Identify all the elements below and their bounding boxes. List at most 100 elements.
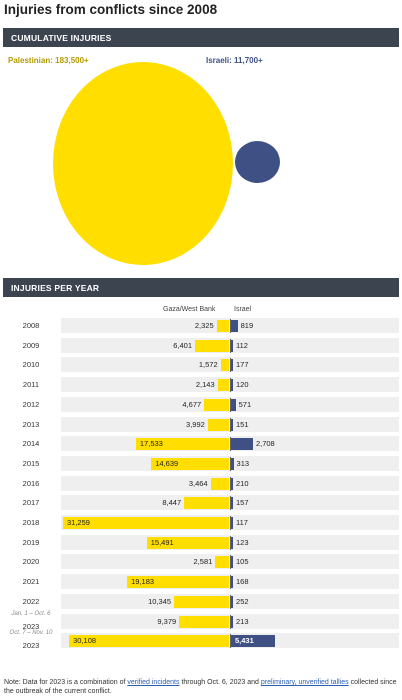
israel-value-label: 123	[236, 537, 249, 547]
axis-divider	[230, 555, 231, 570]
gaza-value-label: 2,143	[195, 380, 215, 390]
axis-divider	[230, 417, 231, 432]
axis-divider	[230, 614, 231, 629]
israel-value-label: 112	[236, 340, 248, 350]
year-label: 2018	[22, 518, 40, 527]
injuries-per-year-header: INJURIES PER YEAR	[3, 278, 399, 297]
page-title: Injuries from conflicts since 2008	[4, 2, 218, 17]
israel-bar	[231, 635, 275, 648]
gaza-bar	[217, 379, 229, 392]
gaza-value-label: 8,447	[162, 498, 182, 508]
israel-bar	[231, 457, 234, 470]
table-row: 2021 19,183 168	[3, 572, 399, 592]
year-label: 2020	[22, 557, 40, 567]
table-row: Oct. 7 – Nov. 10 2023 30,108 5,431	[3, 630, 399, 651]
israel-bar	[231, 497, 233, 510]
israeli-cumulative-circle	[235, 141, 280, 183]
gaza-value-label: 3,464	[188, 478, 208, 488]
israel-bar	[231, 477, 233, 490]
palestinian-cumulative-circle	[53, 62, 233, 265]
axis-divider	[230, 496, 231, 511]
table-row: 2008 2,325 819	[3, 316, 399, 336]
gaza-bar	[127, 576, 229, 589]
israel-value-label: 2,708	[255, 439, 275, 449]
israel-bar	[231, 379, 233, 392]
cumulative-injuries-header: CUMULATIVE INJURIES	[3, 28, 399, 47]
year-label: 2021	[22, 577, 40, 587]
table-row: 2012 4,677 571	[3, 395, 399, 415]
israel-bar	[231, 595, 234, 608]
year-label: 2023	[22, 621, 40, 631]
axis-divider	[230, 634, 231, 649]
year-label: 2015	[22, 458, 40, 468]
gaza-bar	[220, 359, 229, 372]
israel-bar	[231, 359, 233, 372]
year-label: 2017	[22, 498, 40, 508]
year-label: 2011	[22, 380, 40, 390]
gaza-column-header: Gaza/West Bank	[163, 306, 216, 313]
gaza-value-label: 14,639	[155, 458, 179, 468]
year-label: 2016	[22, 478, 40, 488]
israel-bar	[231, 536, 233, 549]
footnote: Note: Data for 2023 is a combination of …	[4, 678, 398, 696]
gaza-value-label: 30,108	[73, 636, 97, 646]
israel-value-label: 151	[236, 419, 249, 429]
gaza-bar	[179, 615, 229, 628]
gaza-value-label: 2,581	[193, 557, 213, 567]
note-middle: through Oct. 6, 2023 and	[179, 679, 261, 686]
axis-divider	[230, 378, 231, 393]
gaza-value-label: 6,401	[173, 340, 193, 350]
table-row: 2020 2,581 105	[3, 552, 399, 572]
israeli-cumulative-label: Israeli: 11,700+	[206, 56, 263, 65]
israel-bar	[231, 320, 238, 332]
israel-bar	[231, 438, 253, 451]
gaza-value-label: 17,533	[139, 439, 163, 449]
gaza-bar	[174, 595, 229, 608]
verified-incidents-link[interactable]: verified incidents	[127, 679, 180, 686]
israel-bar	[231, 517, 233, 529]
year-range-label: Oct. 7 – Nov. 10	[9, 630, 53, 637]
note-prefix: Note: Data for 2023 is a combination of	[4, 679, 128, 686]
israel-value-label: 5,431	[235, 636, 254, 646]
gaza-value-label: 3,992	[186, 419, 205, 429]
israel-value-label: 177	[236, 360, 249, 370]
gaza-bar	[216, 320, 229, 332]
axis-divider	[230, 535, 231, 550]
gaza-value-label: 15,491	[150, 537, 174, 547]
axis-divider	[230, 358, 231, 373]
gaza-bar	[195, 339, 229, 352]
table-row: 2013 3,992 151	[3, 415, 399, 435]
axis-divider	[230, 319, 231, 333]
israel-value-label: 210	[236, 478, 249, 488]
year-range-label: Jan. 1 – Oct. 6	[11, 610, 51, 617]
table-row: 2010 1,572 177	[3, 355, 399, 375]
axis-divider	[230, 437, 231, 452]
gaza-bar	[215, 556, 229, 569]
gaza-value-label: 2,325	[194, 321, 214, 330]
israel-bar	[231, 339, 233, 352]
gaza-bar	[146, 536, 229, 549]
year-label: 2013	[22, 419, 40, 429]
table-row: 2015 14,639 313	[3, 454, 399, 474]
axis-divider	[230, 338, 231, 353]
table-row: 2019 15,491 123	[3, 533, 399, 553]
table-row: 2022 10,345 252	[3, 592, 399, 612]
gaza-value-label: 19,183	[131, 577, 155, 587]
preliminary-tallies-link[interactable]: preliminary, unverified tallies	[260, 679, 349, 686]
year-label: 2012	[22, 399, 40, 409]
gaza-value-label: 31,259	[67, 518, 90, 527]
year-label: 2008	[22, 321, 40, 330]
gaza-bar	[210, 477, 229, 490]
israel-value-label: 252	[236, 596, 249, 606]
gaza-bar	[151, 457, 229, 470]
table-row: 2014 17,533 2,708	[3, 434, 399, 454]
axis-divider	[230, 397, 231, 412]
axis-divider	[230, 575, 231, 590]
israel-value-label: 120	[236, 380, 249, 390]
gaza-value-label: 9,379	[157, 616, 177, 626]
israel-value-label: 819	[240, 321, 254, 330]
israel-value-label: 168	[236, 577, 249, 587]
axis-divider	[230, 594, 231, 609]
axis-divider	[230, 456, 231, 471]
gaza-bar	[207, 418, 229, 431]
